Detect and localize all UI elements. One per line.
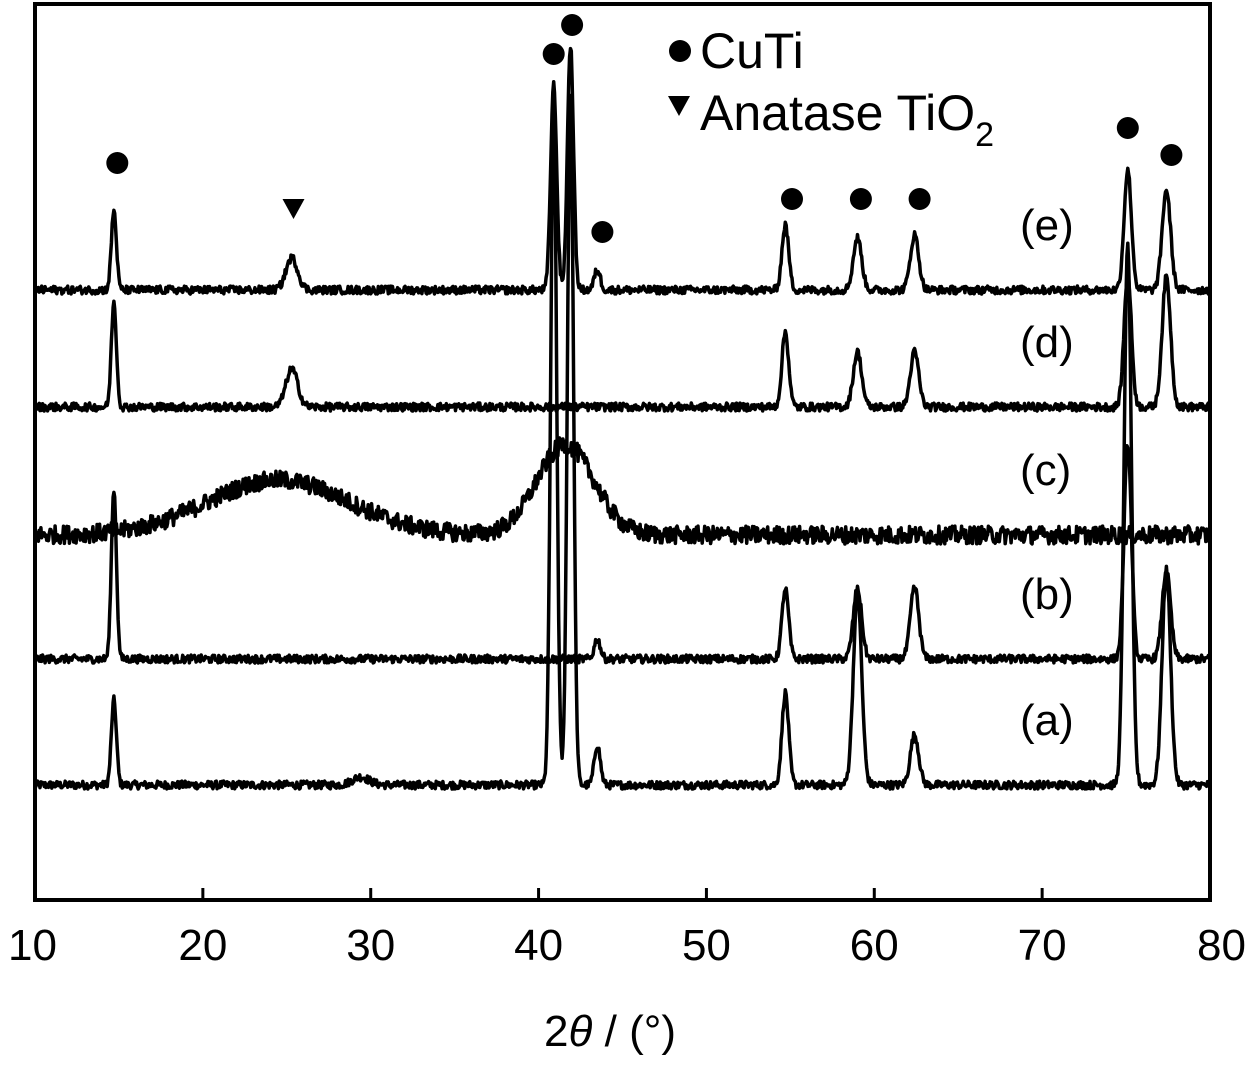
peak-marker-triangle [282,199,305,219]
peak-marker-circle [781,188,803,210]
x-tick-label: 10 [8,921,57,970]
peak-marker-circle [561,14,584,36]
peak-marker-circle [1160,144,1183,166]
legend: CuTi Anatase TiO2 [668,23,994,154]
peak-marker-circle [542,43,565,65]
series-line-c [33,436,1212,546]
x-tick-label: 40 [514,921,563,970]
legend-triangle-marker [668,96,690,116]
series-label-e: (e) [1020,201,1074,250]
x-axis: 10 20 30 40 50 60 70 80 [8,888,1246,970]
x-axis-title: 2θ / (°) [544,1007,676,1056]
x-axis-title-prefix: 2 [544,1007,568,1056]
peak-marker-circle [908,188,931,210]
plot-frame [33,2,1212,902]
x-tick-label: 80 [1197,921,1246,970]
x-tick-label: 30 [346,921,395,970]
peak-marker-circle [1116,117,1139,139]
series-label-b: (b) [1020,570,1074,619]
series-line-e [33,46,1212,296]
series-line-b [33,443,1212,665]
x-tick-label: 60 [850,921,899,970]
x-tick-label: 50 [682,921,731,970]
x-tick-label: 70 [1018,921,1067,970]
series-label-c: (c) [1020,446,1071,495]
peak-marker-circle [849,188,872,210]
series-line-a [33,93,1211,791]
legend-label-anatase-sub: 2 [975,116,994,154]
legend-circle-marker [669,40,691,62]
legend-label-anatase-main: Anatase TiO [700,85,975,141]
peak-marker-circle [591,221,614,243]
x-axis-title-suffix: / (°) [592,1007,676,1056]
x-tick-label: 20 [178,921,227,970]
series-label-d: (d) [1020,318,1074,367]
plot-area: (a) (b) (c) (d) (e) [33,14,1212,791]
x-axis-title-symbol: θ [569,1007,593,1056]
series-line-d [33,273,1212,413]
legend-label-anatase: Anatase TiO2 [700,85,994,154]
peak-marker-circle [106,152,129,174]
series-label-a: (a) [1020,696,1074,745]
legend-label-cuti: CuTi [700,23,804,79]
